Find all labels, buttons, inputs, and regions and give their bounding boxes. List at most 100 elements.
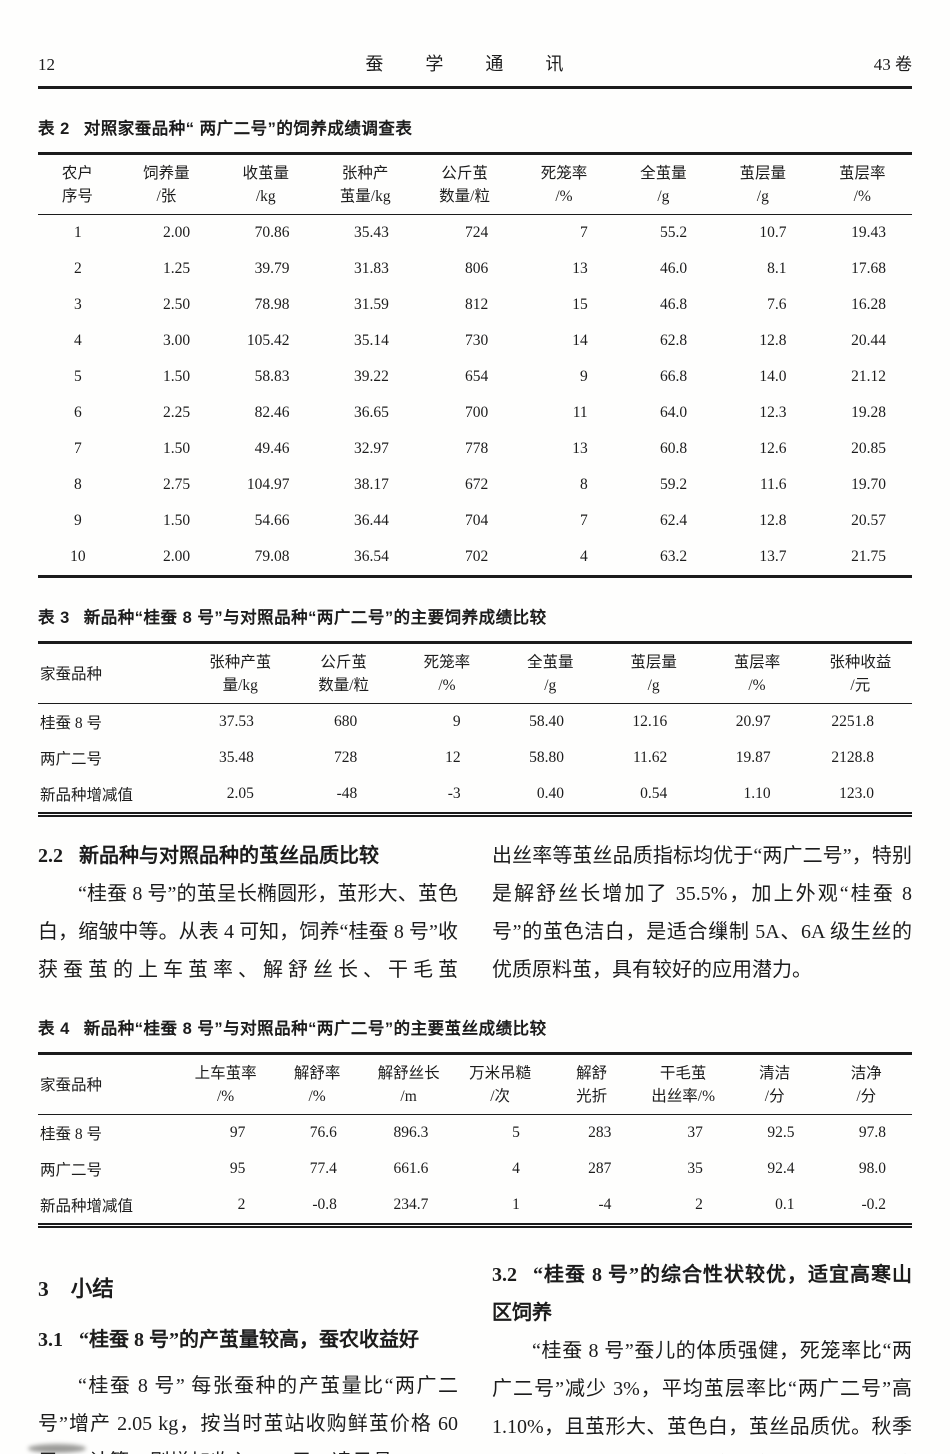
table-cell: 97.8 xyxy=(858,1124,886,1141)
column-header: 解舒率/% xyxy=(293,1065,341,1105)
column-header: 全茧量/g xyxy=(527,654,574,694)
table-cell: 7 xyxy=(73,440,82,457)
table-row: 3 2.50 78.98 31.59 812 15 46.8 7.6 16.28 xyxy=(38,287,912,323)
table-cell: 92.5 xyxy=(767,1124,795,1141)
table-cell: 2251.8 xyxy=(831,713,874,730)
table-cell: 702 xyxy=(465,548,489,565)
table-cell: 21.12 xyxy=(851,368,886,385)
section-3-title: 小结 xyxy=(70,1277,114,1301)
table-cell: 64.0 xyxy=(659,404,688,421)
table-cell: 728 xyxy=(334,749,358,766)
table-cell: 49.46 xyxy=(254,440,290,457)
table-cell: 35.14 xyxy=(354,332,389,349)
table2: 农户 序号 饲养量/张 收茧量/kg 张种产 茧量/kg 公斤茧 数量/粒 死笼率/% 全茧量/g… xyxy=(38,152,912,578)
table-cell: 10.7 xyxy=(759,224,787,241)
table-cell: 12.6 xyxy=(759,440,787,457)
table-cell: 2 xyxy=(237,1196,246,1213)
column-header: 茧层量/g xyxy=(630,654,677,694)
table-cell: 234.7 xyxy=(393,1196,429,1213)
table4-block: 表 4 新品种“桂蚕 8 号”与对照品种“两广二号”的主要茧丝成绩比较 家蚕品种 上… xyxy=(38,1015,912,1228)
table-cell: 2.25 xyxy=(162,404,191,421)
table-cell: 123.0 xyxy=(839,785,874,802)
volume-label: 43 卷 xyxy=(873,55,912,74)
table-cell: 700 xyxy=(465,404,489,421)
table-cell: 12 xyxy=(445,749,461,766)
table-cell: 11.62 xyxy=(632,749,668,766)
table-cell: 35.48 xyxy=(219,749,254,766)
table-cell: 14.0 xyxy=(759,368,787,385)
table-cell: 104.97 xyxy=(246,476,290,493)
table-cell: 1.10 xyxy=(743,785,771,802)
page-header: 12 蚕 学 通 讯 43 卷 xyxy=(0,0,950,76)
table-cell: 54.66 xyxy=(254,512,290,529)
table-cell: 8 xyxy=(73,476,82,493)
table-cell: 82.46 xyxy=(254,404,290,421)
column-header: 家蚕品种 xyxy=(40,665,103,683)
table-cell: 31.83 xyxy=(354,260,389,277)
table-row: 6 2.25 82.46 36.65 700 11 64.0 12.3 19.28 xyxy=(38,395,912,431)
table2-caption: 对照家蚕品种“ 两广二号”的饲养成绩调查表 xyxy=(83,120,413,138)
column-header: 公斤茧 数量/粒 xyxy=(318,654,369,694)
table-cell: 新品种增减值 xyxy=(40,787,134,804)
column-header: 万米吊糙/次 xyxy=(469,1065,532,1105)
table-cell: 287 xyxy=(588,1160,612,1177)
table-row: 两广二号 35.48 728 12 58.80 11.62 19.87 2128.8 xyxy=(38,740,912,776)
table-cell: 19.28 xyxy=(851,404,886,421)
table-cell: 3 xyxy=(73,296,82,313)
column-header: 解舒丝长/m xyxy=(377,1065,440,1105)
table-cell: 7.6 xyxy=(767,296,787,313)
table-cell: 5 xyxy=(73,368,82,385)
table-cell: 724 xyxy=(465,224,489,241)
table4-caption: 新品种“桂蚕 8 号”与对照品种“两广二号”的主要茧丝成绩比较 xyxy=(83,1020,547,1038)
table-cell: 9 xyxy=(452,713,461,730)
page-number: 12 xyxy=(38,55,55,74)
column-header: 农户 序号 xyxy=(61,165,93,205)
table-row: 1 2.00 70.86 35.43 724 7 55.2 10.7 19.43 xyxy=(38,215,912,252)
table-cell: -0.8 xyxy=(312,1196,337,1213)
table-cell: -4 xyxy=(598,1196,612,1213)
table-cell: 36.44 xyxy=(354,512,389,529)
table-cell: 0.40 xyxy=(536,785,564,802)
column-header: 清洁/分 xyxy=(759,1065,791,1105)
table-cell: 1.50 xyxy=(162,368,191,385)
table-cell: 13 xyxy=(572,260,588,277)
section-3-2-number: 3.2 xyxy=(492,1264,517,1286)
page-content: 表 2 对照家蚕品种“ 两广二号”的饲养成绩调查表 农户 序号 饲养量/张 收茧量/kg… xyxy=(0,115,950,1454)
table-cell: 78.98 xyxy=(254,296,290,313)
table-cell: 680 xyxy=(334,713,358,730)
table-cell: 3.00 xyxy=(162,332,191,349)
table-cell: 672 xyxy=(465,476,489,493)
section-3-left-column: 3 小结 3.1 “桂蚕 8 号”的产茧量较高，蚕农收益好 “桂蚕 8 号” 每张蚕… xyxy=(38,1256,458,1454)
table-cell: -0.2 xyxy=(861,1196,886,1213)
table-cell: 730 xyxy=(465,332,489,349)
table-cell: 37.53 xyxy=(219,713,254,730)
table-header-row: 家蚕品种 上车茧率/% 解舒率/% 解舒丝长/m 万米吊糙/次 解舒 光折 干毛茧 出丝率/% 清… xyxy=(38,1054,912,1115)
table-cell: 6 xyxy=(73,404,82,421)
table3: 家蚕品种 张种产茧 量/kg 公斤茧 数量/粒 死笼率/% 全茧量/g 茧层量/g 茧层率/% 张… xyxy=(38,641,912,817)
table-cell: 2 xyxy=(73,260,82,277)
table-cell: 77.4 xyxy=(309,1160,337,1177)
table-cell: 39.22 xyxy=(354,368,389,385)
table-cell: 778 xyxy=(465,440,489,457)
table3-title: 表 3 新品种“桂蚕 8 号”与对照品种“两广二号”的主要饲养成绩比较 xyxy=(38,604,912,628)
table-cell: 70.86 xyxy=(254,224,290,241)
table-cell: 704 xyxy=(465,512,489,529)
section-3-right-column: 3.2 “桂蚕 8 号”的综合性状较优，适宜高寒山区饲养 “桂蚕 8 号”蚕儿的体… xyxy=(492,1256,912,1454)
table-cell: 2.00 xyxy=(162,548,191,565)
column-header: 茧层量/g xyxy=(739,165,787,205)
table-cell: 1 xyxy=(73,224,82,241)
table-cell: 58.83 xyxy=(254,368,290,385)
table-cell: 9 xyxy=(579,368,588,385)
column-header: 干毛茧 出丝率/% xyxy=(651,1065,716,1105)
column-header: 茧层率/% xyxy=(733,654,781,694)
section-3-number: 3 xyxy=(38,1277,49,1301)
table-cell: 59.2 xyxy=(659,476,688,493)
column-header: 茧层率/% xyxy=(838,165,886,205)
table-cell: 31.59 xyxy=(354,296,389,313)
section-2-2-heading: 2.2 新品种与对照品种的茧丝品质比较 xyxy=(38,837,458,875)
column-header: 解舒 光折 xyxy=(576,1065,608,1105)
table-cell: 36.65 xyxy=(354,404,389,421)
table-cell: 20.85 xyxy=(851,440,886,457)
table-cell: 7 xyxy=(579,224,588,241)
table-cell: 0.1 xyxy=(775,1196,795,1213)
